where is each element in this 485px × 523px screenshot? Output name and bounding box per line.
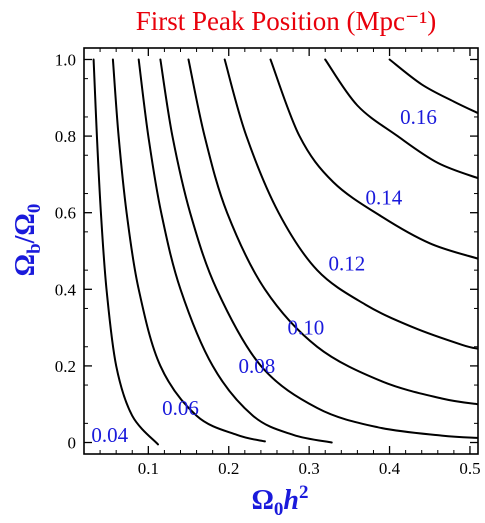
x-axis-label-sub: 0: [274, 499, 284, 520]
x-axis-label-italic: h: [283, 485, 299, 516]
plot-frame: [83, 47, 479, 455]
contour-label-0-16: 0.16: [400, 105, 437, 129]
contour-label-0-12: 0.12: [329, 251, 366, 275]
contour-label-0-06: 0.06: [162, 396, 199, 420]
contour-line-0-08: [137, 58, 333, 444]
contour-label-0-08: 0.08: [239, 354, 276, 378]
y-tick-label: 0.4: [55, 280, 77, 299]
x-axis-label: Ω0h2: [252, 482, 309, 520]
x-tick-label: 0.1: [138, 459, 159, 478]
x-axis-label-main: Ω: [252, 485, 274, 516]
contour-line-0-18: [324, 58, 478, 180]
contour-line-0-1: [159, 58, 478, 439]
y-tick-label: 0.8: [55, 127, 76, 146]
x-tick-label: 0.4: [379, 459, 401, 478]
contour-line-0-2: [388, 58, 478, 115]
chart-title: First Peak Position (Mpc⁻¹): [136, 6, 437, 36]
y-axis-label-main: Ω: [10, 254, 41, 276]
contour-line-0-12: [187, 58, 478, 406]
contour-line-0-14: [223, 58, 478, 350]
y-tick-label: 0.2: [55, 357, 76, 376]
contour-line-0-06: [111, 58, 266, 443]
y-axis-label-sub: b: [24, 243, 45, 254]
contour-line-0-16: [269, 58, 478, 260]
contour-label-0-14: 0.14: [366, 185, 403, 209]
y-axis-label-sep: /Ω: [10, 213, 41, 244]
x-tick-label: 0.5: [459, 459, 480, 478]
x-tick-label: 0.2: [218, 459, 239, 478]
x-axis-label-sup: 2: [299, 482, 309, 503]
contour-label-0-04: 0.04: [91, 423, 128, 447]
y-axis-label-sub2: 0: [24, 204, 45, 214]
plot-area: 0.1 0.2 0.3 0.4 0.5 0 0.2 0.4 0.6 0.8 1.0 0.04 0.06 0…: [55, 47, 481, 478]
y-tick-label: 0: [68, 434, 77, 453]
contour-label-0-1: 0.10: [288, 316, 325, 340]
contour-lines: [92, 58, 478, 446]
y-axis-label: Ωb/Ω0: [10, 204, 45, 277]
x-tick-label: 0.3: [299, 459, 320, 478]
y-tick-label: 0.6: [55, 204, 76, 223]
contour-line-0-04: [92, 58, 159, 446]
y-tick-label: 1.0: [55, 50, 76, 69]
